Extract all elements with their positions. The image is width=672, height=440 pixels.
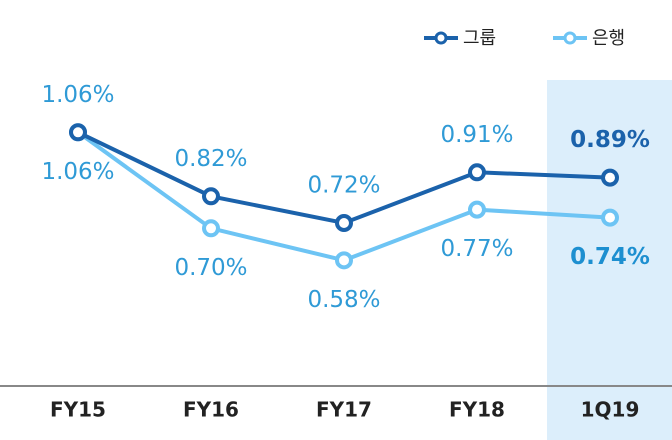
- value-label: 0.89%: [570, 127, 650, 153]
- point: [468, 163, 486, 182]
- x-tick-label: FY17: [316, 398, 372, 422]
- value-label: 0.77%: [440, 236, 513, 262]
- highlight-band: [547, 80, 672, 440]
- legend-label: 은행: [592, 28, 625, 49]
- point: [601, 168, 619, 187]
- value-label: 0.91%: [440, 122, 513, 148]
- x-tick-label: FY15: [50, 398, 106, 422]
- x-tick-label: FY18: [449, 398, 505, 422]
- point: [468, 200, 486, 219]
- point: [202, 219, 220, 238]
- legend-marker: [563, 31, 577, 45]
- value-label: 0.74%: [570, 244, 650, 270]
- value-label: 0.58%: [307, 287, 380, 313]
- point: [601, 208, 619, 227]
- value-label: 0.70%: [174, 255, 247, 281]
- x-tick-label: FY16: [183, 398, 239, 422]
- point: [335, 213, 353, 232]
- x-tick-label: 1Q19: [581, 398, 640, 422]
- value-label: 1.06%: [41, 159, 114, 185]
- point: [335, 251, 353, 270]
- legend-label: 그룹: [463, 28, 496, 49]
- value-label: 0.82%: [174, 146, 247, 172]
- point: [202, 187, 220, 206]
- point: [69, 123, 87, 142]
- value-label: 1.06%: [41, 82, 114, 108]
- value-label: 0.72%: [307, 172, 380, 198]
- legend-marker: [434, 31, 448, 45]
